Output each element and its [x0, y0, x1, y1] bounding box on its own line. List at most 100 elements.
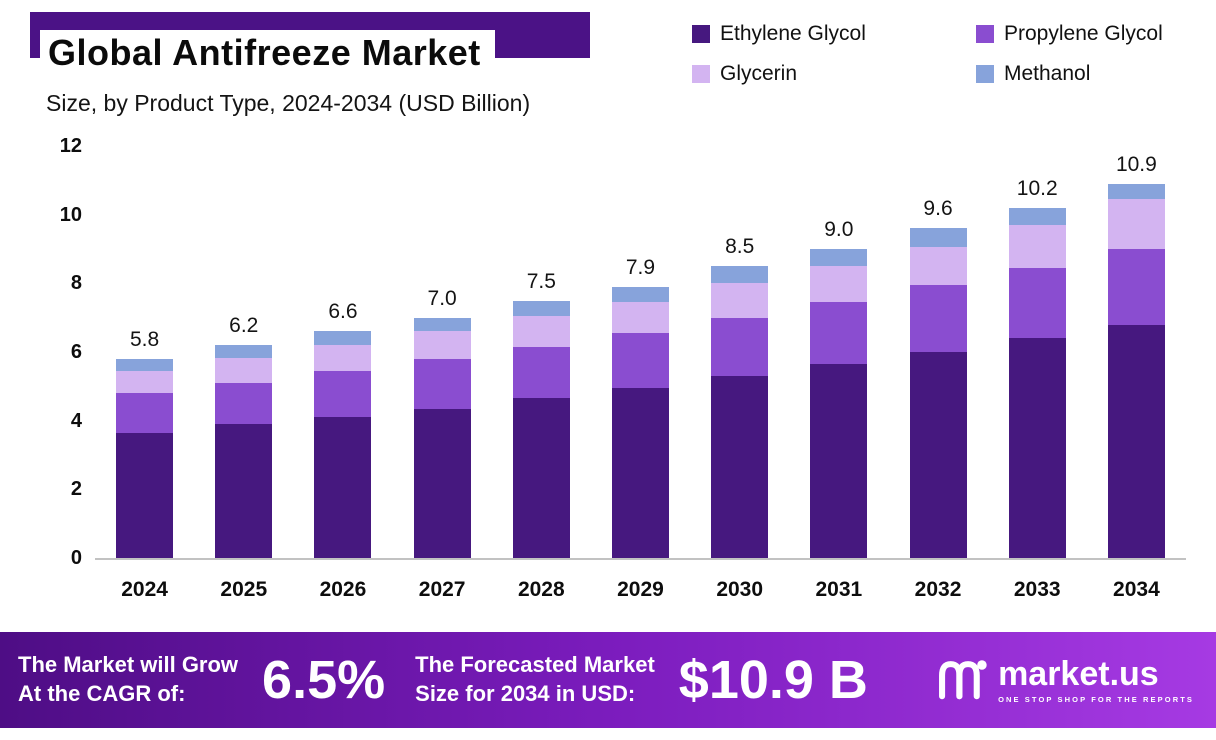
- bar-stack-2027: 7.0: [413, 287, 471, 558]
- y-tick-label: 10: [59, 203, 82, 226]
- bar-segment-methanol: [413, 317, 471, 332]
- footer-banner: The Market will Grow At the CAGR of: 6.5…: [0, 632, 1216, 728]
- bar-total-label: 6.2: [229, 314, 259, 338]
- bar-segment-glycerin: [711, 283, 769, 318]
- bar-segment-methanol: [215, 345, 273, 359]
- bar-stack-2034: 10.9: [1107, 153, 1165, 558]
- bar-column-2029: 7.9: [591, 146, 690, 558]
- cagr-label-line1: The Market will Grow: [18, 652, 239, 678]
- bar-total-label: 5.8: [129, 327, 160, 351]
- x-tick-label-2029: 2029: [617, 578, 664, 601]
- bar-stack-2031: 9.0: [810, 218, 868, 558]
- plot-area: 5.8 6.2 6.6 7.0 7.5 7.9 8.5 9.0 9.6 10.2 10.9: [95, 146, 1186, 560]
- bar-total-label: 9.6: [923, 197, 953, 221]
- bar-segment-propylene-glycol: [1107, 249, 1165, 325]
- bar-total-label: 7.0: [427, 286, 457, 310]
- bar-segment-methanol: [1107, 183, 1165, 200]
- bar-column-2030: 8.5: [690, 146, 789, 558]
- bar-segment-methanol: [711, 266, 769, 284]
- y-tick-label: 8: [70, 272, 82, 295]
- bar-stack-2033: 10.2: [1008, 177, 1066, 558]
- bar-stack-2028: 7.5: [512, 270, 570, 558]
- bar-segment-glycerin: [215, 358, 273, 383]
- page-title: Global Antifreeze Market: [40, 30, 495, 76]
- bar-stack-2029: 7.9: [611, 256, 669, 558]
- y-tick-label: 12: [59, 135, 82, 157]
- bar-stack-2030: 8.5: [711, 235, 769, 558]
- x-tick-label-2028: 2028: [517, 578, 565, 601]
- bar-segment-propylene-glycol: [810, 302, 868, 365]
- bar-segment-methanol: [909, 228, 967, 248]
- legend-item-ethylene-glycol: Ethylene Glycol: [692, 22, 976, 46]
- forecast-label-line2: Size for 2034 in USD:: [415, 681, 636, 706]
- legend-label: Ethylene Glycol: [720, 22, 866, 45]
- bar-total-label: 6.6: [328, 300, 358, 324]
- bar-segment-methanol: [810, 249, 868, 267]
- bar-total-label: 10.9: [1115, 152, 1157, 176]
- bar-segment-glycerin: [413, 331, 471, 359]
- bar-column-2024: 5.8: [95, 146, 194, 558]
- bar-stack-2025: 6.2: [215, 314, 273, 558]
- x-axis: 2024 2025 2026 2027 2028 2029 2030 2031 2032 2033…: [95, 578, 1186, 602]
- bar-segment-propylene-glycol: [314, 370, 372, 418]
- bar-segment-ethylene-glycol: [314, 417, 372, 558]
- cagr-label: The Market will Grow At the CAGR of:: [18, 651, 238, 708]
- forecast-label-line1: The Forecasted Market: [415, 652, 655, 678]
- bar-segment-ethylene-glycol: [413, 408, 471, 558]
- bar-segment-ethylene-glycol: [1008, 338, 1066, 558]
- bar-column-2032: 9.6: [888, 146, 987, 558]
- x-tick-label-2025: 2025: [220, 578, 268, 601]
- x-tick-label-2034: 2034: [1113, 578, 1160, 601]
- brand-name: market.us: [998, 654, 1159, 693]
- bar-stack-2024: 5.8: [116, 328, 174, 558]
- bar-segment-methanol: [314, 331, 372, 346]
- bar-column-2033: 10.2: [988, 146, 1087, 558]
- x-tick-label-2030: 2030: [716, 578, 764, 601]
- bar-column-2031: 9.0: [789, 146, 888, 558]
- bar-segment-ethylene-glycol: [116, 432, 174, 558]
- brand-tagline: ONE STOP SHOP FOR THE REPORTS: [998, 694, 1194, 704]
- x-tick-label-2032: 2032: [914, 578, 962, 601]
- bar-column-2025: 6.2: [194, 146, 293, 558]
- bar-total-label: 8.5: [725, 235, 755, 259]
- y-tick-label: 0: [70, 547, 82, 569]
- bar-segment-ethylene-glycol: [810, 364, 868, 558]
- x-tick-label-2027: 2027: [418, 578, 466, 601]
- bar-segment-glycerin: [611, 302, 669, 334]
- y-tick-label: 2: [70, 478, 82, 501]
- bar-total-label: 7.9: [625, 255, 656, 279]
- bar-column-2026: 6.6: [293, 146, 392, 558]
- cagr-label-line2: At the CAGR of:: [18, 681, 186, 706]
- bar-segment-propylene-glycol: [909, 285, 967, 353]
- bar-segment-propylene-glycol: [711, 317, 769, 377]
- bar-stack-2026: 6.6: [314, 300, 372, 558]
- x-tick-label-2026: 2026: [319, 578, 367, 601]
- legend-label: Propylene Glycol: [1004, 22, 1163, 45]
- bar-segment-ethylene-glycol: [215, 424, 273, 558]
- bar-segment-methanol: [116, 358, 174, 371]
- bar-segment-methanol: [1008, 207, 1066, 225]
- y-tick-label: 4: [70, 409, 82, 432]
- bar-total-label: 10.2: [1016, 176, 1058, 200]
- legend-swatch-ethylene-glycol: [692, 25, 710, 43]
- bar-segment-ethylene-glycol: [1107, 324, 1165, 558]
- bar-segment-glycerin: [810, 266, 868, 303]
- legend-swatch-glycerin: [692, 65, 710, 83]
- bar-segment-propylene-glycol: [512, 346, 570, 399]
- bar-segment-glycerin: [512, 315, 570, 347]
- legend-item-methanol: Methanol: [976, 62, 1163, 86]
- bar-column-2034: 10.9: [1087, 146, 1186, 558]
- bar-segment-propylene-glycol: [611, 333, 669, 389]
- bar-segment-methanol: [512, 300, 570, 316]
- y-tick-label: 6: [70, 341, 82, 363]
- bar-segment-ethylene-glycol: [711, 376, 769, 558]
- forecast-value: $10.9 B: [678, 650, 868, 710]
- bar-segment-propylene-glycol: [116, 393, 174, 433]
- page-subtitle: Size, by Product Type, 2024-2034 (USD Bi…: [46, 90, 531, 116]
- y-axis: 0 2 4 6 8 10 12: [40, 135, 82, 569]
- marketus-logo-icon: [936, 656, 988, 705]
- bar-segment-glycerin: [1008, 225, 1066, 268]
- x-tick-label-2033: 2033: [1013, 578, 1061, 601]
- legend-swatch-propylene-glycol: [976, 25, 994, 43]
